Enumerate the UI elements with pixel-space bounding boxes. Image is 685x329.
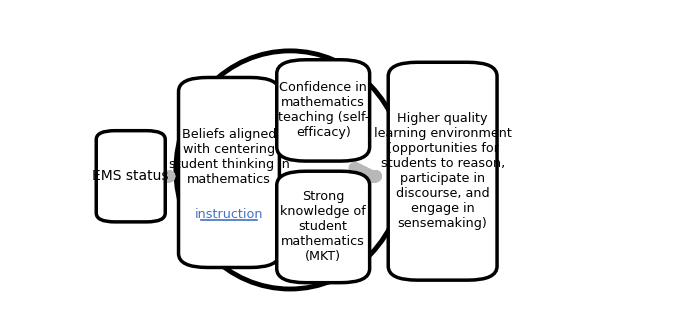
FancyBboxPatch shape bbox=[179, 78, 279, 267]
FancyBboxPatch shape bbox=[277, 60, 370, 161]
FancyBboxPatch shape bbox=[277, 171, 370, 283]
Text: Confidence in
mathematics
teaching (self-
efficacy): Confidence in mathematics teaching (self… bbox=[277, 81, 369, 139]
FancyBboxPatch shape bbox=[96, 131, 165, 222]
Text: EMS status: EMS status bbox=[92, 169, 169, 183]
Text: instruction: instruction bbox=[195, 208, 263, 221]
Text: Higher quality
learning environment
(opportunities for
students to reason,
parti: Higher quality learning environment (opp… bbox=[374, 112, 512, 230]
Text: Beliefs aligned
with centering
student thinking in
mathematics: Beliefs aligned with centering student t… bbox=[169, 128, 289, 186]
FancyBboxPatch shape bbox=[388, 62, 497, 280]
Text: Strong
knowledge of
student
mathematics
(MKT): Strong knowledge of student mathematics … bbox=[280, 190, 366, 264]
